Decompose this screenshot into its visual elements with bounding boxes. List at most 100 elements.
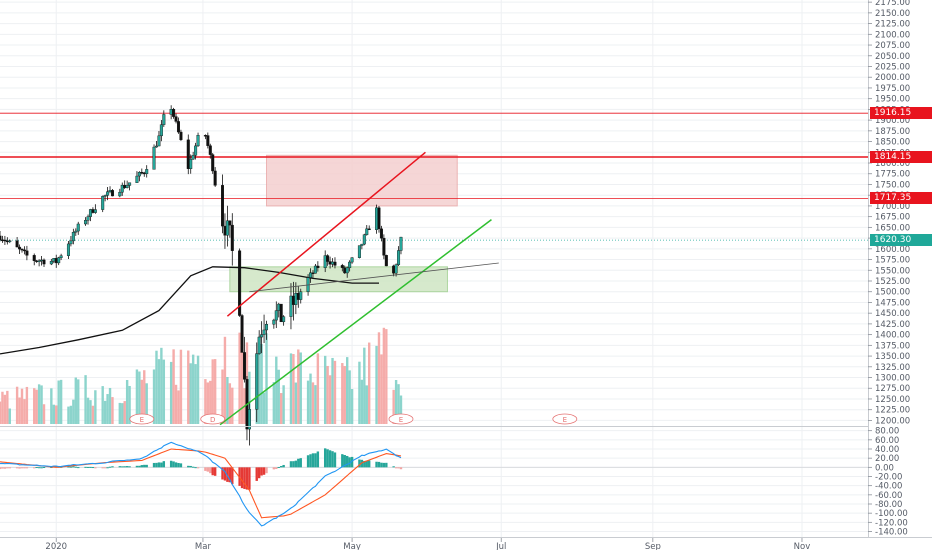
candle-body [174, 116, 178, 122]
candle-body [91, 209, 95, 213]
volume-bar [213, 359, 217, 424]
volume-bar [326, 365, 329, 424]
macd-histogram-bar [375, 461, 378, 468]
price-label-tag: 1620.30 [870, 234, 932, 247]
volume-bar [282, 385, 285, 424]
candle-body [203, 135, 207, 137]
macd-tick-label: -140.00 [875, 528, 908, 538]
volume-bar [328, 375, 332, 424]
candle-body [375, 207, 379, 230]
volume-bar [309, 373, 312, 424]
candle-body [176, 121, 180, 133]
event-marker-badge [200, 413, 226, 425]
candle-body [110, 190, 114, 197]
macd-histogram-bar [33, 467, 36, 469]
macd-histogram-bar [8, 467, 11, 469]
candle-body [345, 267, 349, 274]
volume-bar [1, 391, 4, 424]
moving-average-line [0, 266, 379, 355]
macd-histogram-bar [74, 466, 77, 468]
macd-histogram-bar [20, 467, 24, 469]
volume-bar [67, 406, 70, 424]
candle-body [357, 245, 361, 258]
macd-histogram-bar [333, 452, 337, 468]
volume-bar [297, 349, 300, 424]
volume-bar [155, 350, 158, 424]
volume-bar [23, 399, 26, 424]
macd-histogram-bar [243, 467, 246, 489]
volume-bar [248, 371, 251, 424]
price-tick-label: 2175.00 [875, 0, 910, 8]
candle-body [145, 169, 149, 174]
macd-histogram-bar [84, 466, 87, 468]
trend-line [249, 262, 499, 293]
macd-histogram-bar [162, 461, 166, 468]
volume-bar [350, 389, 354, 424]
macd-histogram-bar [282, 464, 285, 468]
volume-bar [262, 392, 266, 424]
volume-bar [358, 361, 361, 424]
volume-bar [226, 376, 229, 424]
volume-bar [238, 332, 241, 424]
candle-body [18, 246, 22, 250]
volume-bar [377, 332, 381, 424]
volume-bar [397, 384, 400, 424]
macd-tick-label: -80.00 [875, 500, 902, 510]
candle-body [142, 172, 146, 175]
candle-body [40, 259, 44, 262]
macd-histogram-bar [257, 467, 261, 479]
candle-body [311, 272, 315, 275]
macd-histogram-bar [248, 467, 251, 490]
price-tick-label: 1450.00 [875, 309, 910, 319]
price-tick-label: 2000.00 [875, 73, 910, 83]
macd-histogram-bar [211, 467, 214, 476]
macd-tick-label: -20.00 [875, 473, 902, 483]
volume-bar [191, 354, 195, 424]
price-tick-label: 1400.00 [875, 331, 910, 341]
macd-histogram-bar [194, 467, 197, 469]
macd-histogram-bar [382, 462, 386, 468]
price-tick-label: 1500.00 [875, 288, 910, 298]
volume-bar [204, 379, 207, 424]
candle-body [84, 220, 88, 225]
candle-body [296, 293, 300, 300]
macd-histogram-bar [385, 462, 388, 468]
macd-histogram-bar [348, 457, 351, 468]
volume-bar [108, 387, 112, 424]
macd-tick-label: -40.00 [875, 482, 902, 492]
candle-body [8, 240, 12, 242]
candle-body [350, 257, 354, 263]
volume-bar [40, 385, 43, 424]
candle-body [32, 255, 36, 261]
macd-histogram-bar [0, 467, 2, 470]
volume-bar [275, 356, 278, 424]
macd-histogram-bar [397, 467, 400, 469]
volume-bar [37, 384, 41, 424]
macd-tick-label: 40.00 [875, 445, 899, 455]
macd-histogram-bar [277, 466, 280, 468]
price-tick-label: 1275.00 [875, 384, 910, 394]
macd-histogram-bar [309, 454, 312, 468]
volume-bar [118, 402, 122, 424]
macd-histogram-bar [187, 465, 190, 468]
price-tick-label: 1225.00 [875, 406, 910, 416]
volume-bar [382, 327, 386, 424]
macd-histogram-bar [363, 460, 366, 468]
candle-body [367, 228, 371, 231]
volume-bar [343, 366, 346, 424]
volume-bar [152, 369, 156, 424]
macd-histogram-bar [145, 464, 148, 468]
macd-histogram-bar [326, 449, 329, 468]
candle-body [125, 185, 129, 188]
time-tick-label: Sep [645, 542, 661, 550]
price-tick-label: 1775.00 [875, 170, 910, 180]
volume-bar [74, 377, 77, 424]
volume-bar [323, 355, 327, 424]
candle-body [272, 319, 276, 325]
macd-histogram-bar [1, 467, 4, 469]
macd-histogram-bar [360, 459, 364, 468]
price-tick-label: 1525.00 [875, 277, 910, 287]
macd-histogram-bar [37, 467, 41, 469]
